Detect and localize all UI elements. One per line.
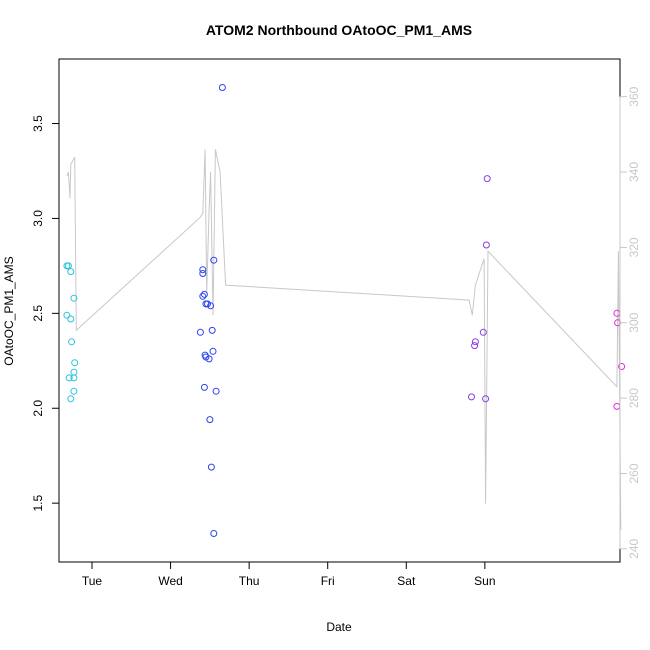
y-tick-label: 3.5: [31, 115, 45, 132]
data-point: [196, 328, 204, 336]
data-point: [207, 463, 215, 471]
data-point: [483, 175, 491, 183]
y2-tick-label: 280: [627, 388, 641, 408]
y-tick-label: 3.0: [31, 210, 45, 227]
data-point: [471, 342, 479, 350]
data-point: [210, 256, 218, 264]
data-point: [212, 387, 220, 395]
y2-tick-label: 360: [627, 86, 641, 106]
data-point: [482, 241, 490, 249]
data-point: [200, 383, 208, 391]
data-point: [70, 387, 78, 395]
data-point: [64, 262, 72, 270]
secondary-y-axis: 240 260 280 300 320 340 360: [619, 86, 641, 559]
data-point: [479, 328, 487, 336]
data-point: [471, 338, 479, 346]
data-point: [618, 363, 626, 370]
data-point: [209, 347, 217, 355]
data-point: [199, 292, 207, 300]
y2-tick-label: 340: [627, 162, 641, 182]
data-point: [218, 84, 226, 91]
y-tick-label: 2.5: [31, 305, 45, 322]
data-point: [199, 270, 207, 277]
data-point: [199, 266, 207, 274]
data-point: [67, 268, 75, 276]
secondary-series-line: [66, 149, 622, 531]
x-tick-label: Sat: [397, 574, 416, 588]
data-point: [65, 374, 73, 382]
plot-frame: [58, 58, 621, 563]
data-point: [482, 395, 490, 403]
x-tick-label: Fri: [321, 574, 335, 588]
data-point: [67, 395, 75, 403]
data-point: [210, 530, 218, 537]
data-point: [208, 326, 216, 334]
data-point: [206, 416, 214, 424]
y-tick-label: 1.5: [31, 495, 45, 512]
data-point: [205, 355, 213, 363]
data-point: [67, 315, 75, 323]
data-point: [70, 374, 78, 382]
x-tick-label: Wed: [158, 574, 182, 588]
data-point: [71, 359, 79, 367]
y2-tick-label: 260: [627, 463, 641, 483]
data-point: [70, 294, 78, 302]
x-axis-label: Date: [326, 620, 352, 634]
x-tick-label: Thu: [239, 574, 260, 588]
data-point: [613, 402, 621, 410]
x-tick-label: Tue: [82, 574, 103, 588]
y2-tick-label: 300: [627, 312, 641, 332]
data-point: [63, 311, 71, 319]
y-tick-label: 2.0: [31, 400, 45, 417]
y2-tick-label: 240: [627, 538, 641, 558]
data-point: [70, 368, 78, 376]
y-axis: 1.5 2.0 2.5 3.0 3.5: [31, 115, 59, 512]
data-point: [200, 290, 208, 298]
x-tick-label: Sun: [474, 574, 495, 588]
chart-title: ATOM2 Northbound OAtoOC_PM1_AMS: [206, 22, 472, 38]
data-point: [468, 393, 475, 401]
y2-tick-label: 320: [627, 237, 641, 257]
data-point: [207, 302, 215, 310]
data-point: [68, 338, 76, 346]
y-axis-label: OAtoOC_PM1_AMS: [2, 256, 16, 365]
x-axis: Tue Wed Thu Fri Sat Sun: [82, 562, 496, 588]
